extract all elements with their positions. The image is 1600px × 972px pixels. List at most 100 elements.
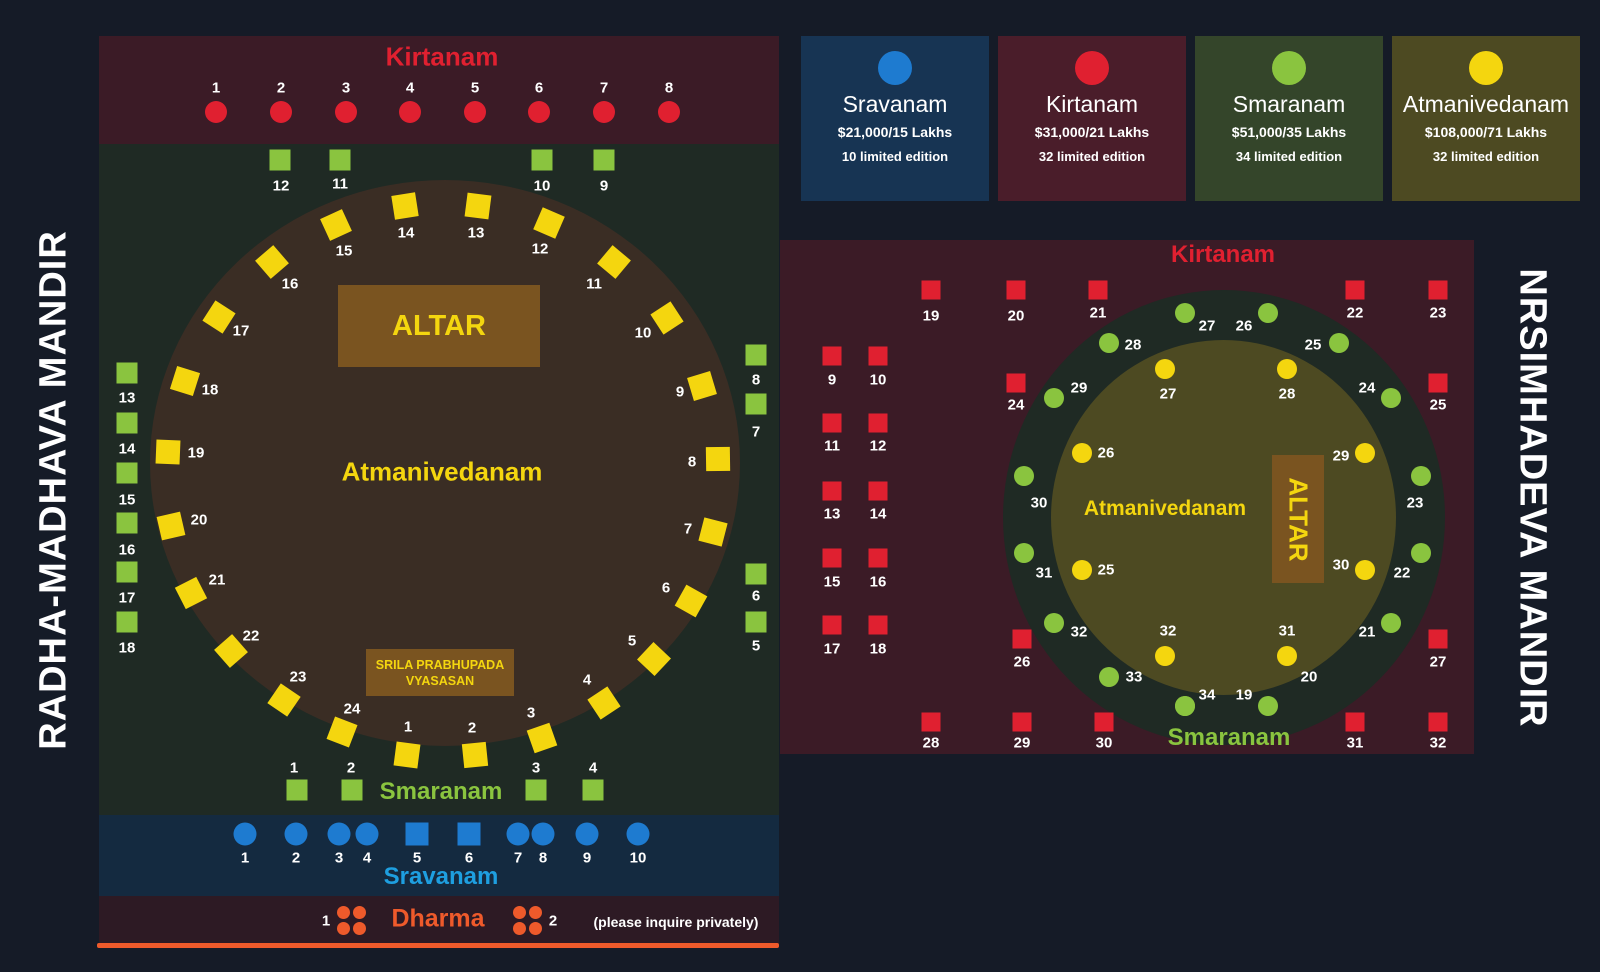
left-kirtanam-seat-1[interactable] <box>205 101 227 123</box>
right-smaranam-seat-30[interactable] <box>1014 466 1034 486</box>
right-kirtanam-seat-14[interactable] <box>868 481 888 501</box>
left-smaranam-seat-1[interactable] <box>286 779 308 801</box>
right-kirtanam-seat-16[interactable] <box>868 548 888 568</box>
right-kirtanam-seat-9[interactable] <box>822 346 842 366</box>
left-sravanam-seat-4[interactable] <box>355 822 379 846</box>
legend-limit: 10 limited edition <box>841 149 949 164</box>
right-kirtanam-seat-28[interactable] <box>921 712 941 732</box>
right-kirtanam-seat-19[interactable] <box>921 280 941 300</box>
left-sravanam-seat-1[interactable] <box>233 822 257 846</box>
left-smaranam-seat-14[interactable] <box>116 412 138 434</box>
left-sravanam-seat-2[interactable] <box>284 822 308 846</box>
right-kirtanam-seat-15[interactable] <box>822 548 842 568</box>
left-kirtanam-seat-7[interactable] <box>593 101 615 123</box>
left-smaranam-seat-10[interactable] <box>531 149 553 171</box>
right-kirtanam-seat-30[interactable] <box>1094 712 1114 732</box>
right-kirtanam-seat-23[interactable] <box>1428 280 1448 300</box>
dharma-seat1-icon[interactable] <box>337 906 367 936</box>
left-smaranam-seat-5[interactable] <box>745 611 767 633</box>
right-smaranam-seat-23[interactable] <box>1411 466 1431 486</box>
right-atmanivedanam-seat-32[interactable] <box>1155 646 1175 666</box>
left-kirtanam-seat-3[interactable] <box>335 101 357 123</box>
left-smaranam-seat-6[interactable] <box>745 563 767 585</box>
right-kirtanam-seat-21[interactable] <box>1088 280 1108 300</box>
left-atmanivedanam-seat-19[interactable] <box>155 439 181 465</box>
left-kirtanam-seat-5[interactable] <box>464 101 486 123</box>
left-smaranam-seat-8[interactable] <box>745 344 767 366</box>
right-kirtanam-seat-25[interactable] <box>1428 373 1448 393</box>
left-smaranam-seat-12[interactable] <box>269 149 291 171</box>
right-smaranam-seat-33[interactable] <box>1099 667 1119 687</box>
right-kirtanam-seat-13[interactable] <box>822 481 842 501</box>
right-smaranam-seat-21[interactable] <box>1381 613 1401 633</box>
legend-price: $21,000/15 Lakhs <box>837 124 953 140</box>
right-atmanivedanam-seat-31[interactable] <box>1277 646 1297 666</box>
left-kirtanam-seat-2[interactable] <box>270 101 292 123</box>
right-kirtanam-seat-18[interactable] <box>868 615 888 635</box>
right-smaranam-seat-22[interactable] <box>1411 543 1431 563</box>
right-kirtanam-seat-17[interactable] <box>822 615 842 635</box>
legend-name: Atmanivedanam <box>1402 91 1570 117</box>
legend-limit: 34 limited edition <box>1235 149 1343 164</box>
right-kirtanam-seat-12[interactable] <box>868 413 888 433</box>
left-smaranam-seat-15[interactable] <box>116 462 138 484</box>
right-atmanivedanam-seat-26[interactable] <box>1072 443 1092 463</box>
right-smaranam-seat-27[interactable] <box>1175 303 1195 323</box>
left-atmanivedanam-seat-14[interactable] <box>391 192 419 220</box>
left-sravanam-seat-6[interactable] <box>457 822 481 846</box>
left-sravanam-seat-9[interactable] <box>575 822 599 846</box>
right-kirtanam-seat-27[interactable] <box>1428 629 1448 649</box>
right-kirtanam-seat-26[interactable] <box>1012 629 1032 649</box>
right-kirtanam-seat-32[interactable] <box>1428 712 1448 732</box>
right-kirtanam-seat-11[interactable] <box>822 413 842 433</box>
left-smaranam-seat-18[interactable] <box>116 611 138 633</box>
right-kirtanam-seat-10[interactable] <box>868 346 888 366</box>
right-kirtanam-seat-24[interactable] <box>1006 373 1026 393</box>
right-atmanivedanam-seat-29[interactable] <box>1355 443 1375 463</box>
right-smaranam-seat-34[interactable] <box>1175 696 1195 716</box>
right-smaranam-seat-24[interactable] <box>1381 388 1401 408</box>
left-sravanam-label: Sravanam <box>383 863 499 890</box>
left-sravanam-seat-3[interactable] <box>327 822 351 846</box>
right-atmanivedanam-seat-30[interactable] <box>1355 560 1375 580</box>
left-atmanivedanam-seat-2[interactable] <box>461 741 489 769</box>
legend-name: Smaranam <box>1232 91 1346 117</box>
left-kirtanam-seat-6[interactable] <box>528 101 550 123</box>
right-smaranam-seat-32[interactable] <box>1044 613 1064 633</box>
left-atmanivedanam-seat-13[interactable] <box>464 192 492 220</box>
left-dharma-band <box>99 896 779 944</box>
left-sravanam-seat-7[interactable] <box>506 822 530 846</box>
right-smaranam-seat-20[interactable] <box>1258 696 1278 716</box>
left-kirtanam-seat-8[interactable] <box>658 101 680 123</box>
left-kirtanam-seat-4[interactable] <box>399 101 421 123</box>
right-kirtanam-seat-31[interactable] <box>1345 712 1365 732</box>
legend-card-kirtanam: Kirtanam $31,000/21 Lakhs 32 limited edi… <box>998 36 1186 201</box>
left-sravanam-seat-8[interactable] <box>531 822 555 846</box>
right-smaranam-seat-28[interactable] <box>1099 333 1119 353</box>
left-sravanam-seat-5[interactable] <box>405 822 429 846</box>
dharma-seat2-icon[interactable] <box>513 906 543 936</box>
left-atmanivedanam-seat-1[interactable] <box>393 741 421 769</box>
left-smaranam-seat-11[interactable] <box>329 149 351 171</box>
legend-name: Kirtanam <box>1045 91 1139 117</box>
left-smaranam-seat-4[interactable] <box>582 779 604 801</box>
left-atmanivedanam-seat-8[interactable] <box>705 446 731 472</box>
right-smaranam-seat-29[interactable] <box>1044 388 1064 408</box>
left-smaranam-seat-7[interactable] <box>745 393 767 415</box>
right-atmanivedanam-seat-27[interactable] <box>1155 359 1175 379</box>
left-smaranam-seat-3[interactable] <box>525 779 547 801</box>
right-kirtanam-seat-29[interactable] <box>1012 712 1032 732</box>
left-smaranam-seat-9[interactable] <box>593 149 615 171</box>
right-kirtanam-seat-20[interactable] <box>1006 280 1026 300</box>
left-sravanam-seat-10[interactable] <box>626 822 650 846</box>
right-smaranam-seat-31[interactable] <box>1014 543 1034 563</box>
left-smaranam-seat-2[interactable] <box>341 779 363 801</box>
right-kirtanam-seat-22[interactable] <box>1345 280 1365 300</box>
left-smaranam-seat-17[interactable] <box>116 561 138 583</box>
left-smaranam-seat-16[interactable] <box>116 512 138 534</box>
left-smaranam-seat-13[interactable] <box>116 362 138 384</box>
right-smaranam-seat-25[interactable] <box>1329 333 1349 353</box>
right-atmanivedanam-seat-25[interactable] <box>1072 560 1092 580</box>
right-smaranam-seat-26[interactable] <box>1258 303 1278 323</box>
right-atmanivedanam-seat-28[interactable] <box>1277 359 1297 379</box>
